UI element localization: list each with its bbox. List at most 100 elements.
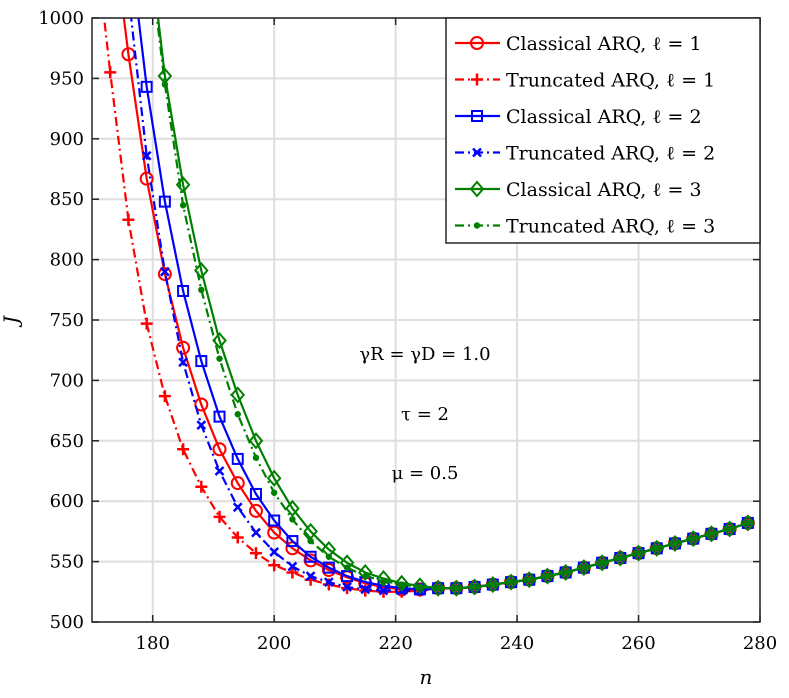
data-point [216,355,223,362]
data-point [322,561,335,574]
data-point [268,559,281,572]
legend: Classical ARQ, ℓ = 1 Truncated ARQ, ℓ = 1… [445,17,761,244]
data-point [305,571,316,581]
legend-marker [473,222,481,229]
data-point [212,331,227,350]
data-point [521,571,537,589]
data-point [230,476,245,491]
legend-label: Classical ARQ, ℓ = 2 [506,106,702,128]
legend-label: Classical ARQ, ℓ = 1 [506,33,702,55]
data-point [453,584,460,592]
data-point [690,535,697,542]
data-point [617,554,624,562]
data-point [708,530,715,538]
data-point [325,553,333,560]
legend-label: Classical ARQ, ℓ = 3 [506,179,702,201]
data-point [380,577,387,585]
data-point [485,576,501,594]
data-point [158,195,171,208]
data-point [178,357,188,368]
data-point [269,547,280,557]
legend-marker [469,180,485,198]
data-point [635,549,642,557]
data-point [704,525,719,543]
series-line-6 [155,18,749,590]
x-tick-label: 200 [257,633,291,654]
data-point [507,578,515,586]
data-point [230,386,246,404]
data-point [544,572,551,580]
data-point [307,537,314,545]
data-point [357,563,373,582]
data-point [249,487,262,500]
data-point [598,559,606,567]
y-tick-label: 950 [50,68,84,89]
x-tick-label: 180 [136,633,170,654]
data-point [266,469,282,487]
data-point [526,576,533,583]
data-point [212,442,227,457]
data-point [198,286,205,293]
data-point [177,285,190,298]
legend-label: Truncated ARQ, ℓ = 1 [506,70,715,92]
data-point [362,572,369,580]
data-point [267,525,282,540]
data-point [360,584,371,595]
data-point [503,573,519,591]
data-point [322,578,335,591]
annotation-tau: τ = 2 [401,404,449,425]
data-point [653,545,660,552]
data-point [214,466,225,476]
data-point [195,355,208,368]
x-axis-label: n [420,665,433,689]
data-point [159,266,170,277]
data-point [376,569,391,588]
y-tick-label: 650 [50,431,84,452]
data-point [176,340,191,355]
y-tick-label: 850 [50,189,84,210]
data-point [141,150,152,161]
data-point [744,519,752,527]
data-point [323,577,334,588]
data-point [722,520,737,538]
data-point [158,390,171,403]
data-point [562,569,569,576]
data-point [268,514,281,527]
data-point [649,539,665,557]
data-point [248,432,264,450]
data-point [251,527,261,538]
data-point [286,566,299,579]
y-tick-label: 800 [50,250,84,271]
data-point [139,171,154,186]
data-point [594,554,610,572]
y-axis-label: J [0,315,23,328]
data-point [270,489,278,496]
data-point [104,66,117,79]
y-tick-label: 1000 [38,8,84,29]
data-point [285,499,300,517]
data-point [558,563,573,582]
annotation-mu: μ = 0.5 [392,463,459,484]
data-point [193,261,209,280]
data-point [140,317,153,330]
data-point [576,559,592,577]
data-point [398,581,405,588]
data-point [157,267,172,282]
y-tick-label: 700 [50,370,84,391]
data-point [289,516,296,523]
data-point [540,567,555,585]
data-point [140,80,153,93]
data-point [378,585,389,596]
data-point [177,443,190,456]
data-point [194,397,209,412]
data-point [195,480,208,493]
y-tick-label: 900 [50,129,84,150]
data-point [196,420,207,430]
data-point [286,535,299,548]
data-point [343,564,351,571]
data-point [231,452,244,465]
legend-marker [471,110,483,122]
data-point [430,579,446,597]
data-point [252,454,260,461]
